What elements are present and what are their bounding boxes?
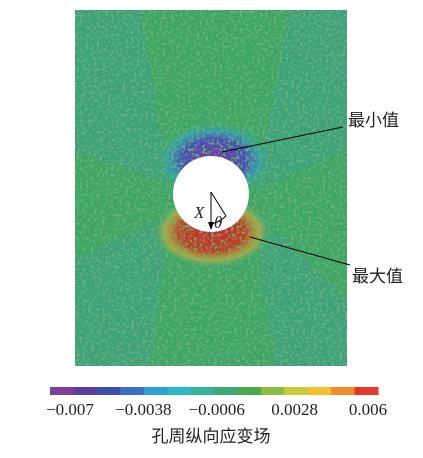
colorbar-segment [284, 387, 309, 395]
colorbar-tick-label: −0.0038 [115, 400, 171, 419]
colorbar-segment [73, 387, 98, 395]
min-label: 最小值 [348, 111, 399, 130]
colorbar-segment [190, 387, 215, 395]
axis-label: X [193, 203, 205, 222]
max-label: 最大值 [352, 267, 403, 286]
colorbar-segment [354, 387, 379, 395]
colorbar-segment [260, 387, 285, 395]
colorbar-segment [120, 387, 145, 395]
strain-field [75, 10, 351, 366]
colorbar-tick-label: 0.0028 [271, 400, 318, 419]
colorbar-tick-label: −0.0006 [189, 400, 245, 419]
colorbar-tick-label: 0.006 [349, 400, 387, 419]
colorbar-segment [237, 387, 262, 395]
colorbar-tick-label: −0.007 [46, 400, 94, 419]
colorbar-segment [50, 387, 74, 395]
colorbar-segment [331, 387, 356, 395]
colorbar-segment [214, 387, 238, 395]
colorbar-segment [307, 387, 332, 395]
colorbar-segment [143, 387, 168, 395]
colorbar-segment [96, 387, 121, 395]
colorbar-segment [167, 387, 192, 395]
angle-label: θ [214, 213, 222, 232]
colorbar-label: 孔周纵向应变场 [152, 427, 271, 446]
